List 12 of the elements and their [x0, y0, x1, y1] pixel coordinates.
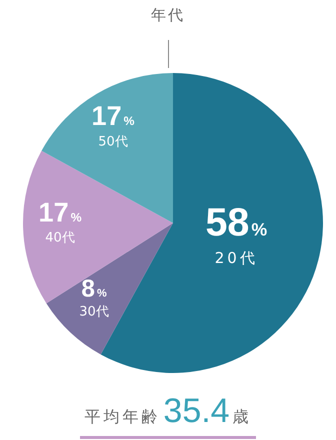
- slice-label: 30代: [79, 304, 109, 320]
- chart-title: 年代: [150, 6, 186, 25]
- pie-slice: [42, 73, 173, 223]
- pie-slice: [23, 150, 173, 304]
- slice-label: 40代: [45, 230, 75, 246]
- slice-label: 20代: [214, 249, 258, 268]
- data-label: 17%: [38, 196, 82, 228]
- data-label: 8%: [81, 276, 107, 303]
- data-label: 17%: [92, 100, 135, 132]
- slice-label: 50代: [98, 134, 128, 150]
- pie-slice: [46, 223, 173, 354]
- data-label: 58%: [205, 200, 268, 245]
